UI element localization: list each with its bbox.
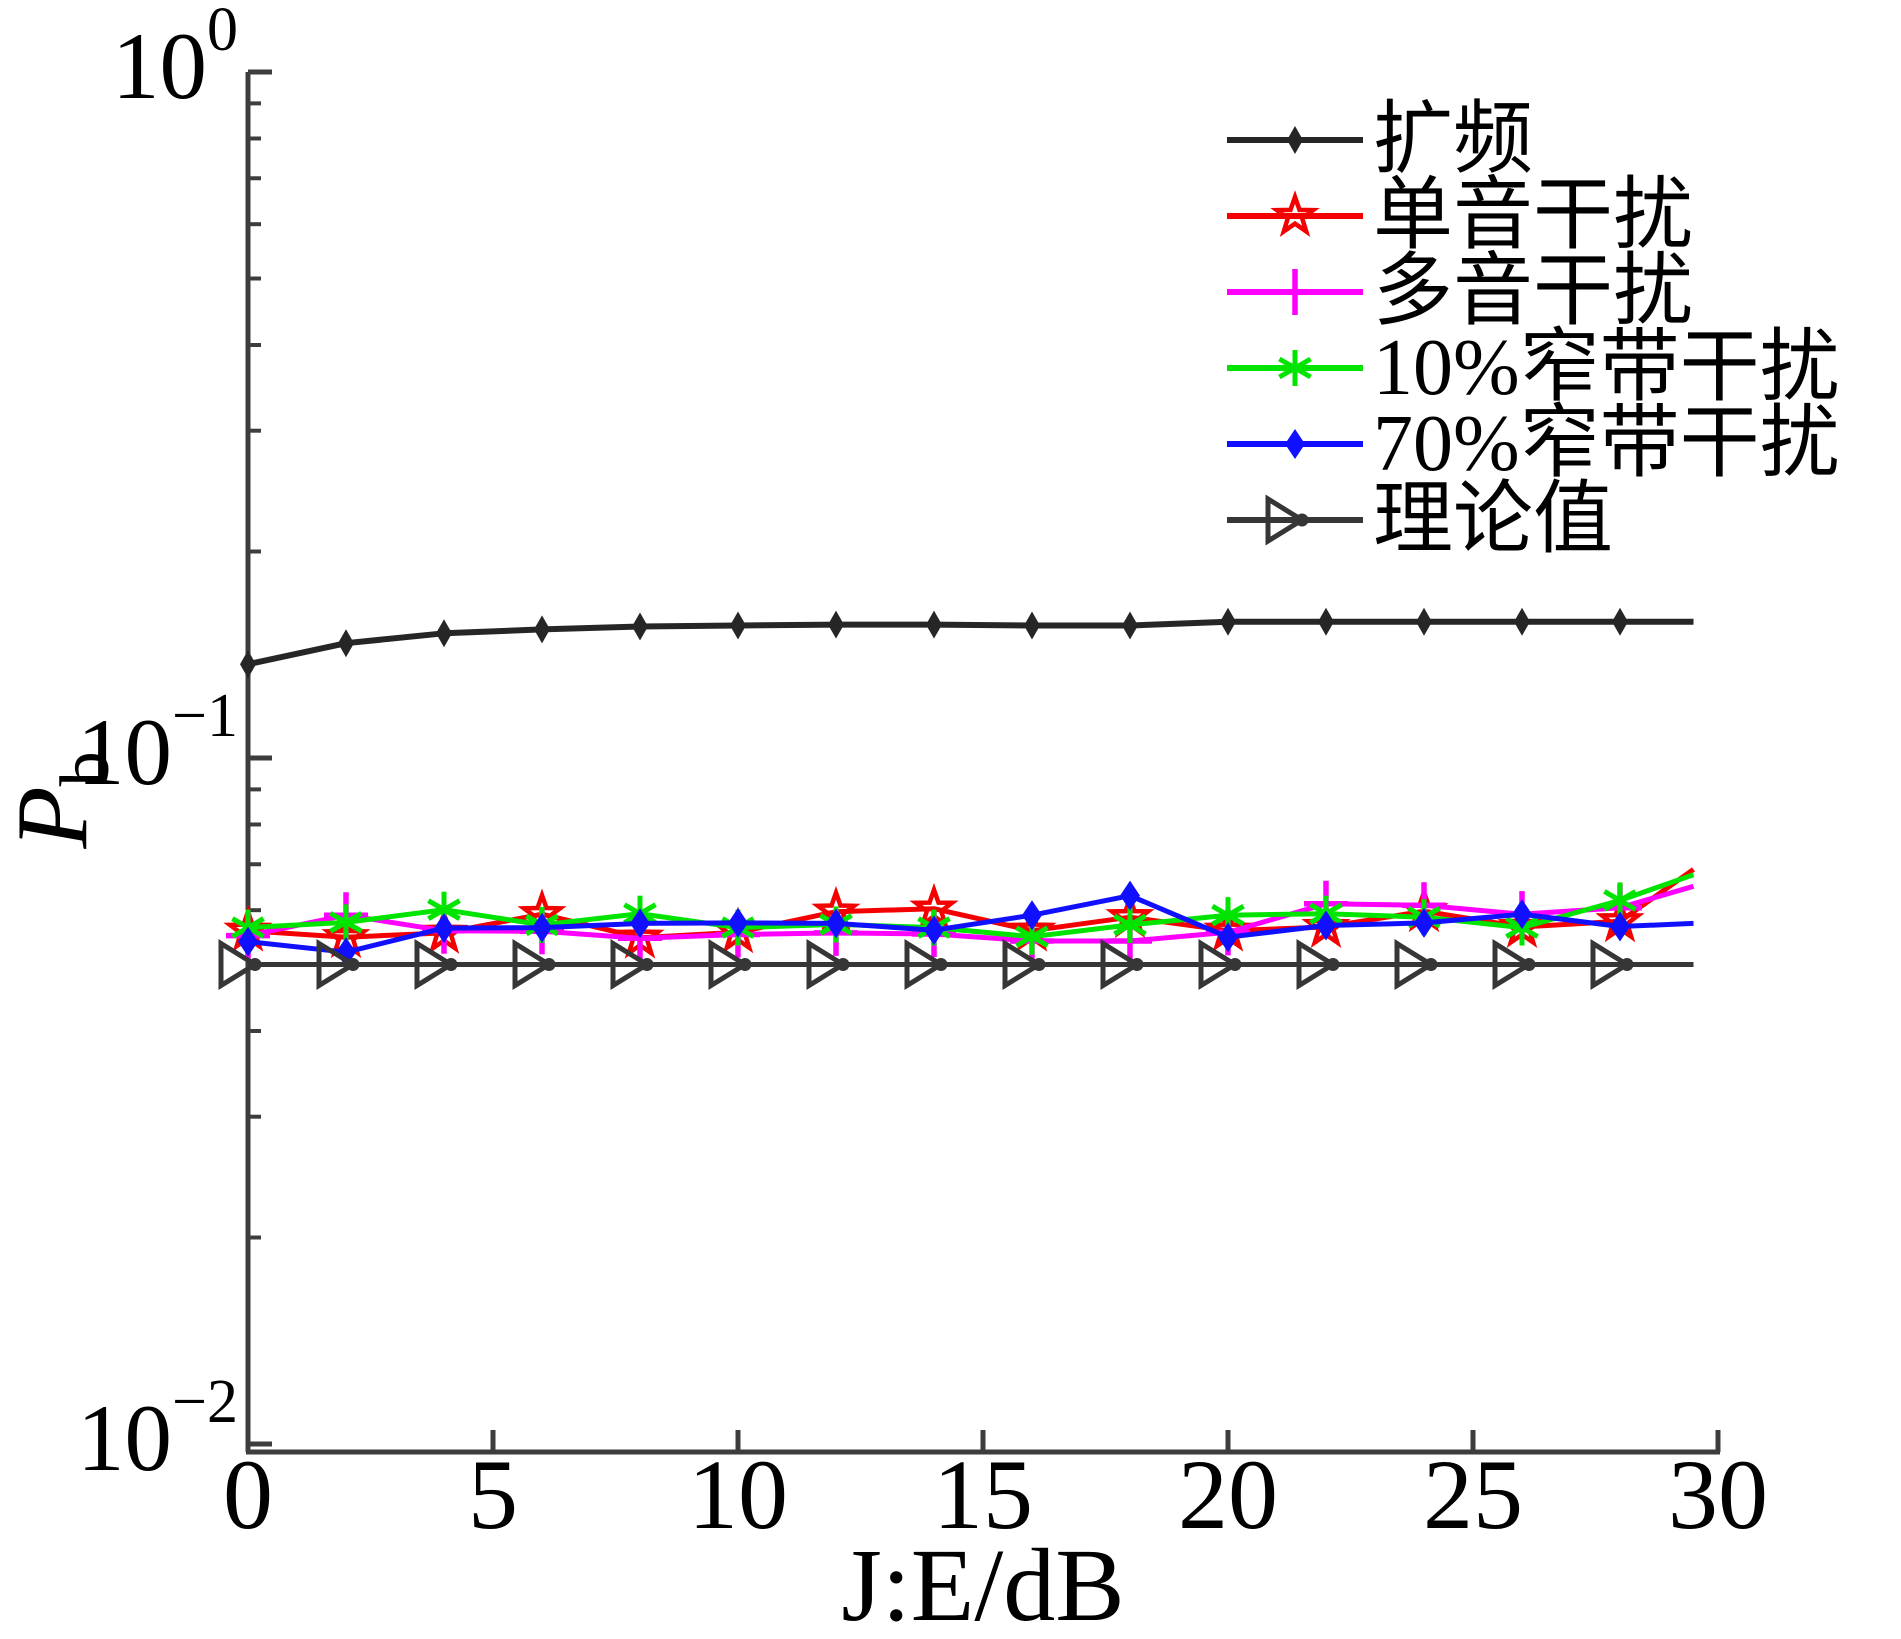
series-line [247, 883, 1695, 944]
x-axis-title: J:E/dB [841, 1528, 1124, 1639]
y-tick-label: 10−2 [77, 1368, 238, 1491]
right-triangle-marker [414, 939, 458, 990]
diamond-marker [1218, 922, 1238, 953]
legend-item: 单音干扰 [1227, 172, 1693, 260]
pentagram-marker [1270, 190, 1320, 237]
diamond-marker [1414, 907, 1434, 938]
thin-diamond-marker [1024, 611, 1040, 640]
x-tick-label: 25 [1423, 1439, 1523, 1550]
axis-labels: 0 5 10 15 20 25 30 100 10−1 10−2 J:E/dB Pb [0, 0, 1768, 1639]
series-0 [240, 607, 1694, 679]
plus-marker [1273, 269, 1317, 315]
right-triangle-marker [610, 939, 654, 990]
thin-diamond-marker [1514, 607, 1530, 636]
diamond-marker [532, 912, 552, 943]
right-triangle-marker [1296, 939, 1340, 990]
legend-item: 70%窄带干扰 [1227, 400, 1840, 488]
diamond-marker [924, 915, 944, 946]
thin-diamond-marker [436, 619, 452, 648]
diamond-marker [1120, 880, 1140, 911]
y-tick-label: 10−1 [77, 682, 238, 805]
legend-item-label: 理论值 [1373, 476, 1613, 564]
legend-item-label: 10%窄带干扰 [1373, 324, 1840, 412]
diamond-marker [1316, 910, 1336, 941]
legend-item: 扩频 [1227, 96, 1533, 184]
legend-item-label: 单音干扰 [1373, 172, 1693, 260]
axes [245, 69, 1721, 1455]
diamond-marker [238, 926, 258, 957]
diamond-marker [1022, 900, 1042, 931]
x-tick-label: 20 [1178, 1439, 1278, 1550]
legend-item-label: 70%窄带干扰 [1373, 400, 1840, 488]
y-axis-title: Pb [0, 751, 124, 849]
diamond-marker [1285, 429, 1305, 459]
thin-diamond-marker [1220, 607, 1236, 636]
thin-diamond-marker [730, 611, 746, 640]
right-triangle-marker [1198, 939, 1242, 990]
right-triangle-marker [904, 939, 948, 990]
series-5 [218, 939, 1694, 990]
legend-item: 多音干扰 [1227, 248, 1693, 336]
asterisk-marker [1278, 350, 1312, 386]
series-line [247, 893, 1694, 955]
right-triangle-marker [1002, 939, 1046, 990]
legend-item: 10%窄带干扰 [1227, 324, 1840, 412]
diamond-marker [728, 907, 748, 938]
asterisk-marker [1113, 906, 1147, 943]
x-tick-label: 10 [688, 1439, 788, 1550]
right-triangle-marker [708, 939, 752, 990]
diamond-marker [1610, 911, 1630, 942]
series-line [247, 872, 1695, 940]
legend-item-label: 多音干扰 [1373, 248, 1693, 336]
thin-diamond-marker [1612, 607, 1628, 636]
asterisk-marker [329, 904, 363, 941]
diamond-marker [826, 908, 846, 939]
x-tick-label: 5 [468, 1439, 518, 1550]
thin-diamond-marker [1416, 607, 1432, 636]
legend-item-label: 扩频 [1373, 96, 1533, 184]
thin-diamond-marker [1122, 611, 1138, 640]
thin-diamond-marker [534, 615, 550, 644]
right-triangle-marker [218, 939, 262, 990]
x-tick-label: 0 [223, 1439, 273, 1550]
thin-diamond-marker [240, 650, 256, 679]
x-tick-label: 15 [933, 1439, 1033, 1550]
thin-diamond-marker [1287, 126, 1303, 154]
series-line [247, 618, 1694, 668]
diamond-marker [630, 908, 650, 939]
right-triangle-marker [1492, 939, 1536, 990]
series-4 [238, 880, 1694, 968]
diamond-marker [1512, 899, 1532, 930]
right-triangle-marker [316, 939, 360, 990]
right-triangle-marker [1265, 494, 1309, 546]
x-tick-label: 30 [1668, 1439, 1768, 1550]
diamond-marker [434, 913, 454, 944]
thin-diamond-marker [828, 610, 844, 639]
right-triangle-marker [1394, 939, 1438, 990]
y-tick-label: 100 [112, 0, 238, 119]
thin-diamond-marker [926, 610, 942, 639]
thin-diamond-marker [1318, 607, 1334, 636]
right-triangle-marker [806, 939, 850, 990]
series-group [218, 607, 1695, 990]
thin-diamond-marker [632, 612, 648, 641]
legend-item: 理论值 [1227, 476, 1613, 564]
right-triangle-marker [512, 939, 556, 990]
thin-diamond-marker [338, 629, 354, 658]
right-triangle-marker [1100, 939, 1144, 990]
right-triangle-marker [1590, 939, 1634, 990]
